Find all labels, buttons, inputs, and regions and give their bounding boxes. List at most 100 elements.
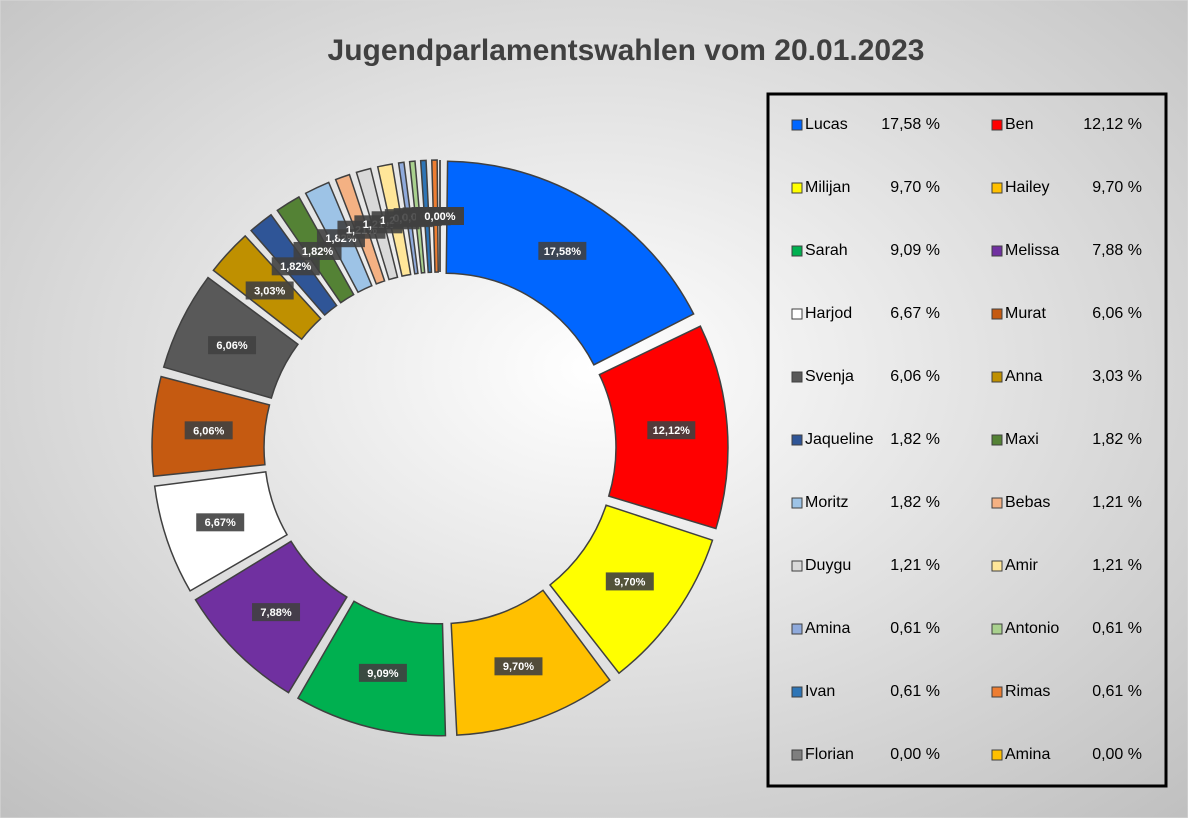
- legend-swatch: [991, 371, 1003, 383]
- legend-box: [766, 92, 1168, 788]
- legend-label: Jaqueline: [805, 431, 874, 448]
- legend-swatch: [991, 623, 1003, 635]
- legend-value: 6,06 %: [890, 368, 940, 385]
- legend-value: 6,06 %: [1092, 305, 1142, 322]
- legend-swatch: [991, 434, 1003, 446]
- data-label-text: 9,70%: [503, 661, 534, 673]
- legend-value: 9,70 %: [890, 179, 940, 196]
- legend-swatch: [791, 371, 803, 383]
- data-label-text: 6,06%: [193, 425, 224, 437]
- data-label-box: [358, 663, 407, 682]
- data-label-text: 7,88%: [260, 607, 291, 619]
- legend-swatch: [791, 182, 803, 194]
- legend-label: Amir: [1005, 557, 1039, 574]
- legend-swatch: [991, 497, 1003, 509]
- legend-value: 1,82 %: [890, 431, 940, 448]
- data-label-box: [494, 657, 543, 676]
- slice: [445, 160, 695, 366]
- legend-swatch: [991, 560, 1003, 572]
- data-label-text: 6,06%: [216, 340, 247, 352]
- legend-label: Ivan: [805, 683, 835, 700]
- legend-label: Sarah: [805, 242, 848, 259]
- legend-label: Antonio: [1005, 620, 1059, 637]
- chart-title: Jugendparlamentswahlen vom 20.01.2023: [328, 34, 925, 67]
- legend-value: 12,12 %: [1083, 116, 1142, 133]
- legend-label: Florian: [805, 746, 854, 763]
- data-label: 9,09%: [358, 663, 407, 682]
- data-label-text: 9,70%: [614, 576, 645, 588]
- data-label-box: [647, 421, 696, 440]
- legend-label: Ben: [1005, 116, 1033, 133]
- data-label: 9,70%: [605, 572, 654, 591]
- data-label: 17,58%: [538, 241, 587, 260]
- data-label-box: [416, 207, 464, 225]
- data-label-text: 3,03%: [254, 285, 285, 297]
- data-label: 6,67%: [196, 513, 245, 532]
- legend-label: Harjod: [805, 305, 852, 322]
- legend-label: Lucas: [805, 116, 848, 133]
- data-label-text: 0,00%: [424, 211, 455, 223]
- legend-value: 1,21 %: [890, 557, 940, 574]
- data-label-box: [245, 281, 294, 300]
- legend-label: Murat: [1005, 305, 1046, 322]
- legend-value: 0,00 %: [1092, 746, 1142, 763]
- legend-label: Svenja: [805, 368, 854, 385]
- data-label: 0,00%: [416, 207, 464, 225]
- data-label: 6,06%: [208, 336, 257, 355]
- data-label-box: [271, 257, 320, 276]
- legend-value: 1,21 %: [1092, 557, 1142, 574]
- legend-value: 0,61 %: [890, 620, 940, 637]
- legend-swatch: [791, 686, 803, 698]
- data-label: 9,70%: [494, 657, 543, 676]
- legend-swatch: [791, 749, 803, 761]
- legend-swatch: [791, 245, 803, 257]
- data-label-box: [605, 572, 654, 591]
- data-label-text: 17,58%: [544, 246, 582, 258]
- legend-swatch: [991, 119, 1003, 131]
- legend-value: 17,58 %: [881, 116, 940, 133]
- data-label: 1,82%: [271, 257, 320, 276]
- legend-swatch: [991, 308, 1003, 320]
- legend-value: 0,00 %: [890, 746, 940, 763]
- legend-value: 7,88 %: [1092, 242, 1142, 259]
- legend-swatch: [791, 623, 803, 635]
- data-label-text: 1,82%: [302, 246, 333, 258]
- legend-label: Melissa: [1005, 242, 1059, 259]
- legend-label: Milijan: [805, 179, 850, 196]
- legend-value: 1,82 %: [890, 494, 940, 511]
- legend-value: 3,03 %: [1092, 368, 1142, 385]
- legend-label: Amina: [1005, 746, 1050, 763]
- slice: [153, 471, 289, 592]
- legend-label: Amina: [805, 620, 850, 637]
- legend-swatch: [791, 119, 803, 131]
- data-label-text: 1,82%: [280, 261, 311, 273]
- data-label: 3,03%: [245, 281, 294, 300]
- data-label-text: 6,67%: [205, 517, 236, 529]
- legend-value: 9,09 %: [890, 242, 940, 259]
- legend-value: 1,21 %: [1092, 494, 1142, 511]
- legend-value: 0,61 %: [1092, 620, 1142, 637]
- legend-value: 0,61 %: [1092, 683, 1142, 700]
- legend-swatch: [991, 686, 1003, 698]
- legend-swatch: [991, 749, 1003, 761]
- data-label-box: [184, 421, 233, 440]
- data-label-box: [196, 513, 245, 532]
- legend-label: Rimas: [1005, 683, 1050, 700]
- legend-swatch: [791, 434, 803, 446]
- legend-label: Bebas: [1005, 494, 1050, 511]
- data-label-text: 9,09%: [367, 668, 398, 680]
- data-label: 6,06%: [184, 421, 233, 440]
- legend-label: Moritz: [805, 494, 849, 511]
- legend-swatch: [991, 182, 1003, 194]
- data-label-box: [208, 336, 257, 355]
- data-label-box: [538, 241, 587, 260]
- data-label: 7,88%: [252, 603, 301, 622]
- legend-label: Anna: [1005, 368, 1042, 385]
- legend-value: 0,61 %: [890, 683, 940, 700]
- legend-value: 6,67 %: [890, 305, 940, 322]
- data-label: 12,12%: [647, 421, 696, 440]
- legend-value: 9,70 %: [1092, 179, 1142, 196]
- legend-label: Hailey: [1005, 179, 1049, 196]
